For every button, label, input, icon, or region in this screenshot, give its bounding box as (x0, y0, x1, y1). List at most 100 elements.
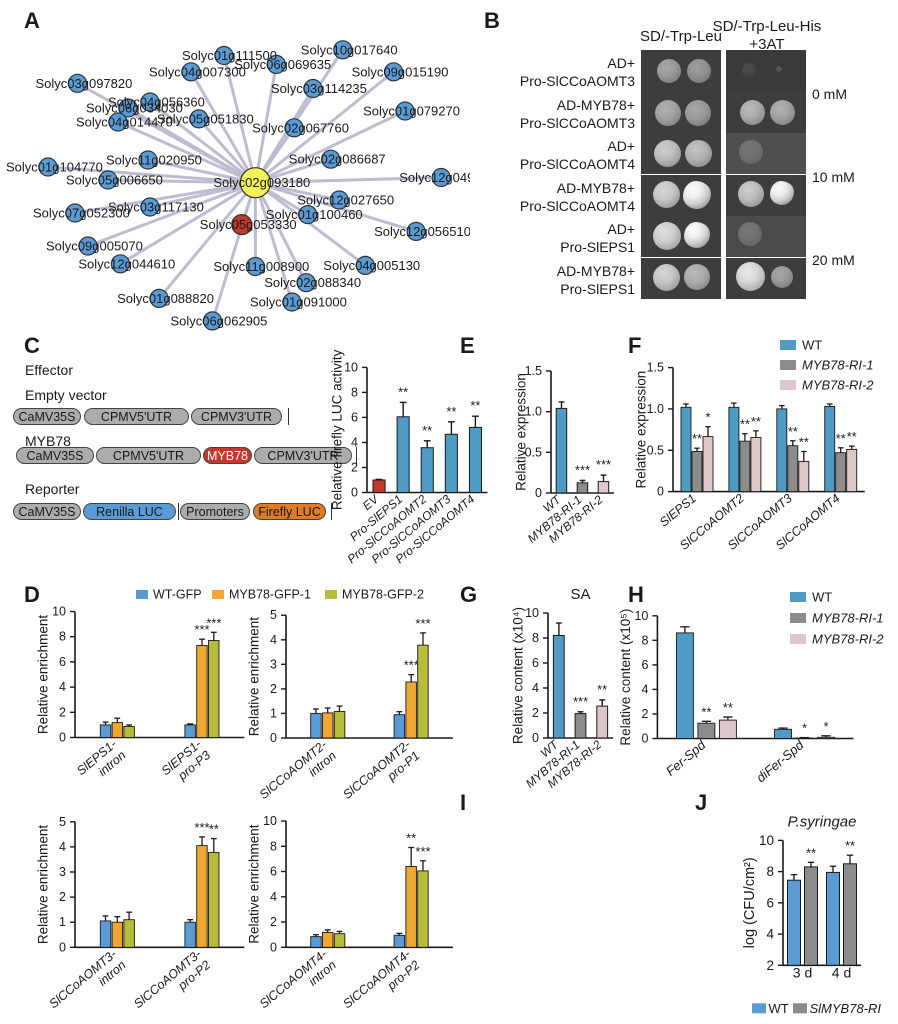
svg-text:WT-GFP: WT-GFP (153, 588, 202, 602)
svg-text:MYB78-RI-2: MYB78-RI-2 (545, 737, 605, 790)
svg-text:6: 6 (532, 656, 539, 670)
svg-text:4: 4 (270, 633, 277, 647)
svg-text:SlEPS1-pro-P3: SlEPS1-pro-P3 (159, 737, 213, 789)
svg-text:**: ** (847, 429, 857, 444)
svg-text:1.5: 1.5 (525, 364, 542, 378)
svg-text:Relative firefly LUC activity: Relative firefly LUC activity (330, 349, 345, 510)
svg-text:***: *** (596, 457, 611, 472)
svg-text:1: 1 (270, 706, 277, 720)
svg-text:4: 4 (641, 682, 648, 696)
svg-text:**: ** (597, 682, 607, 697)
svg-text:2: 2 (59, 705, 66, 719)
svg-text:Pro-SlCCoAOMT3: Pro-SlCCoAOMT3 (369, 492, 454, 566)
svg-text:diFer-Spd: diFer-Spd (753, 737, 807, 786)
svg-text:1.0: 1.0 (525, 405, 542, 419)
svg-text:10: 10 (525, 606, 539, 620)
svg-text:Relative enrichment: Relative enrichment (247, 617, 262, 737)
svg-text:0.5: 0.5 (525, 445, 542, 459)
svg-text:2: 2 (59, 890, 66, 904)
svg-text:**: ** (470, 398, 480, 413)
svg-text:8: 8 (270, 839, 277, 853)
svg-text:SlCCoAOMT3: SlCCoAOMT3 (725, 491, 795, 553)
svg-text:10: 10 (634, 609, 648, 623)
svg-text:Relative enrichment: Relative enrichment (247, 824, 262, 944)
svg-text:Relative enrichment: Relative enrichment (36, 615, 51, 735)
svg-text:0: 0 (532, 731, 539, 745)
svg-text:4: 4 (532, 681, 539, 695)
svg-text:0: 0 (641, 732, 648, 746)
svg-text:*: * (823, 719, 828, 734)
svg-text:4: 4 (59, 840, 66, 854)
svg-text:MYB78-RI-2: MYB78-RI-2 (546, 492, 606, 545)
svg-text:**: ** (740, 417, 750, 432)
svg-text:0: 0 (657, 485, 664, 499)
svg-text:MYB78-RI-1: MYB78-RI-1 (525, 493, 585, 546)
svg-text:3 d: 3 d (793, 964, 812, 980)
svg-text:**: ** (799, 435, 809, 450)
svg-text:SA: SA (570, 586, 590, 603)
svg-text:log (CFU/cm²): log (CFU/cm²) (742, 857, 758, 948)
svg-text:MYB78-RI-2: MYB78-RI-2 (802, 378, 874, 393)
svg-text:MYB78-GFP-2: MYB78-GFP-2 (342, 588, 424, 602)
svg-text:WT: WT (540, 492, 565, 516)
svg-text:***: *** (415, 844, 430, 859)
svg-text:**: ** (446, 404, 456, 419)
svg-text:8: 8 (766, 864, 774, 879)
svg-text:1.0: 1.0 (647, 402, 664, 416)
svg-text:***: *** (415, 616, 430, 631)
svg-text:2: 2 (641, 707, 648, 721)
svg-text:*: * (802, 721, 807, 736)
svg-text:MYB78-RI-1: MYB78-RI-1 (802, 358, 874, 373)
svg-text:**: ** (692, 431, 702, 446)
svg-text:SlCCoAOMT3-pro-P2: SlCCoAOMT3-pro-P2 (131, 947, 213, 1022)
svg-text:Relative content (x10⁵): Relative content (x10⁵) (618, 609, 633, 746)
svg-text:MYB78-RI-1: MYB78-RI-1 (523, 738, 583, 791)
svg-text:SlEPS1: SlEPS1 (657, 491, 699, 529)
svg-text:WT: WT (812, 590, 832, 605)
svg-text:Relative content (x10⁴): Relative content (x10⁴) (511, 607, 526, 744)
svg-text:**: ** (845, 838, 855, 853)
svg-text:0: 0 (59, 731, 66, 745)
svg-text:**: ** (751, 414, 761, 429)
svg-text:1: 1 (59, 915, 66, 929)
svg-text:**: ** (788, 424, 798, 439)
svg-text:6: 6 (766, 895, 774, 910)
svg-text:**: ** (406, 831, 416, 846)
svg-text:0.5: 0.5 (647, 443, 664, 457)
svg-text:**: ** (701, 704, 711, 719)
svg-text:5: 5 (270, 608, 277, 622)
svg-text:4: 4 (270, 890, 277, 904)
svg-text:2: 2 (766, 958, 774, 973)
svg-text:Pro-SlEPS1: Pro-SlEPS1 (347, 492, 405, 544)
svg-text:Fer-Spd: Fer-Spd (663, 737, 709, 779)
svg-text:2: 2 (532, 706, 539, 720)
svg-text:**: ** (422, 423, 432, 438)
svg-text:Pro-SlCCoAOMT2: Pro-SlCCoAOMT2 (345, 492, 430, 566)
svg-text:10: 10 (344, 360, 358, 374)
svg-text:***: *** (194, 622, 209, 637)
svg-text:**: ** (806, 845, 816, 860)
svg-text:1.5: 1.5 (647, 361, 664, 375)
svg-text:6: 6 (351, 410, 358, 424)
svg-text:4: 4 (766, 927, 774, 942)
svg-text:WT: WT (538, 737, 563, 761)
svg-text:Relative enrichment: Relative enrichment (36, 825, 51, 945)
svg-text:8: 8 (351, 385, 358, 399)
svg-text:***: *** (575, 462, 590, 477)
svg-text:0: 0 (270, 731, 277, 745)
svg-text:MYB78-GFP-1: MYB78-GFP-1 (229, 588, 311, 602)
svg-text:2: 2 (270, 915, 277, 929)
svg-text:0: 0 (351, 486, 358, 500)
svg-text:WT: WT (802, 338, 822, 353)
svg-text:**: ** (398, 384, 408, 399)
svg-text:EV: EV (360, 491, 382, 513)
svg-text:MYB78-RI-2: MYB78-RI-2 (812, 632, 884, 647)
svg-text:SlEPS1-intron: SlEPS1-intron (74, 737, 128, 789)
svg-text:SlCCoAOMT3-intron: SlCCoAOMT3-intron (46, 947, 128, 1022)
svg-text:6: 6 (270, 865, 277, 879)
svg-text:8: 8 (532, 631, 539, 645)
svg-text:Pro-SlCCoAOMT4: Pro-SlCCoAOMT4 (393, 492, 478, 566)
svg-text:6: 6 (59, 655, 66, 669)
svg-text:***: *** (404, 658, 419, 673)
svg-text:SlMYB78-RI: SlMYB78-RI (810, 1001, 882, 1016)
